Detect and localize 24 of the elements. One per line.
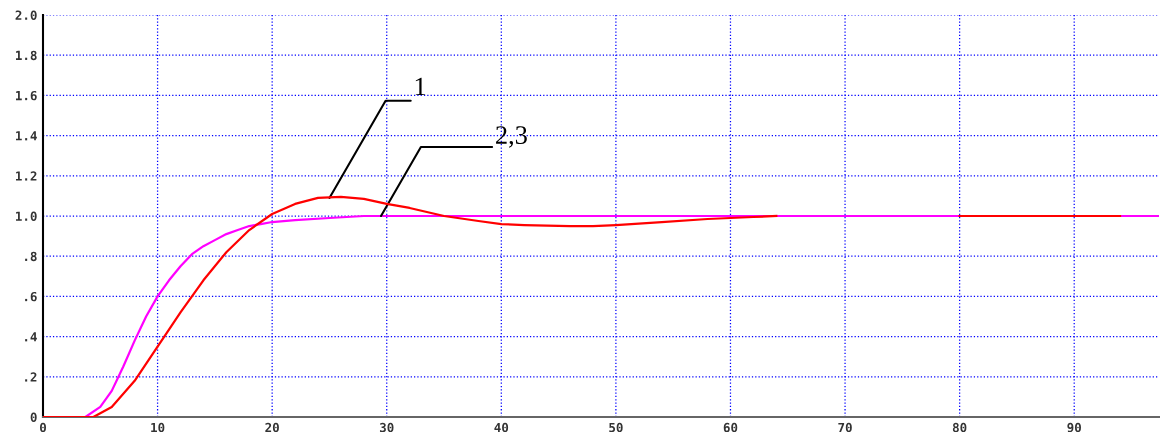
y-tick-label: 1.8 <box>16 50 37 61</box>
x-tick-label: 70 <box>838 422 852 432</box>
y-tick-label: .2 <box>25 372 37 382</box>
x-tick-label: 20 <box>265 422 279 432</box>
x-tick-label: 60 <box>723 422 738 432</box>
x-tick-label: 80 <box>952 422 967 432</box>
x-tick-label: 0 <box>39 422 47 432</box>
line-series <box>43 195 778 417</box>
y-tick-label: .4 <box>25 332 37 342</box>
annotation: 1 <box>415 77 426 96</box>
y-tick-label: 1.4 <box>16 131 37 141</box>
x-tick-label: 50 <box>609 422 623 432</box>
y-tick-label: 0 <box>30 412 37 422</box>
y-tick-label: .8 <box>25 251 37 262</box>
y-tick-label: 1.0 <box>16 211 37 221</box>
x-tick-label: 40 <box>494 422 509 432</box>
x-tick-label: 30 <box>379 422 394 432</box>
x-tick-label: 10 <box>151 422 165 432</box>
y-tick-label: 2.0 <box>15 10 37 20</box>
y-tick-label: 1.2 <box>16 171 37 181</box>
y-tick-label: .6 <box>25 291 37 302</box>
x-tick-label: 90 <box>1067 422 1081 432</box>
annotation: 2,3 <box>496 126 527 148</box>
y-tick-label: 1.6 <box>16 90 37 101</box>
